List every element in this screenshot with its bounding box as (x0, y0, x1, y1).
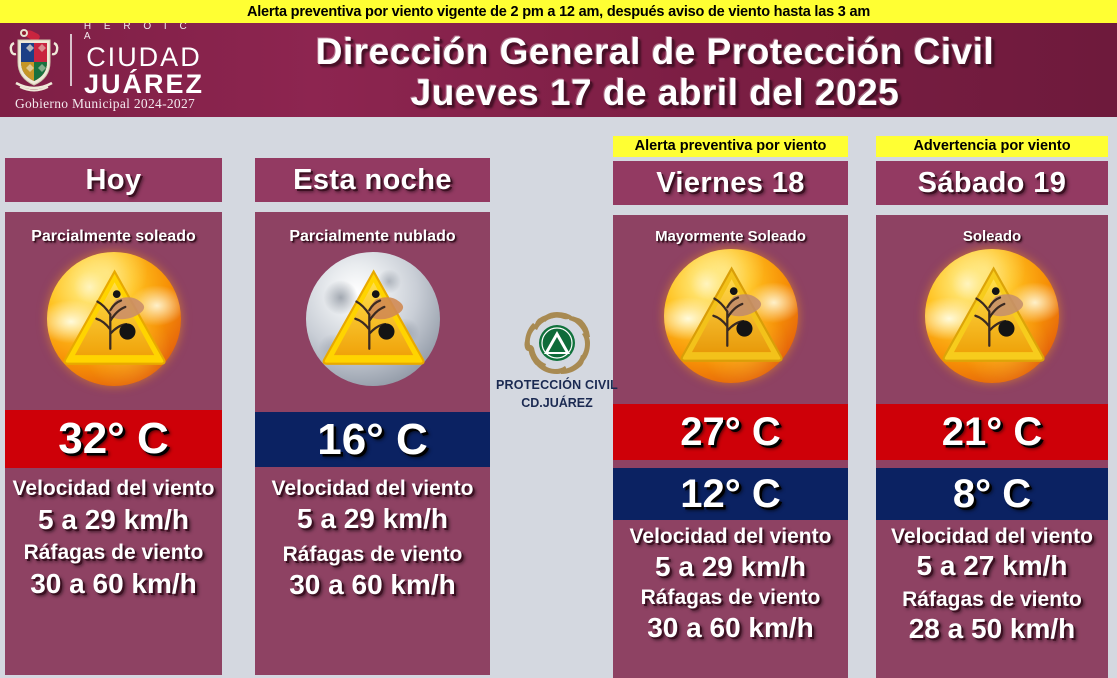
temp-unit: ° C (366, 414, 428, 464)
temp-value: 8 (952, 471, 976, 516)
ciudad-label: CIUDAD (86, 42, 202, 73)
alert-badge-viernes: Alerta preventiva por viento (613, 136, 848, 157)
card-title-esta-noche: Esta noche (255, 158, 490, 202)
temp-unit: ° C (724, 409, 781, 454)
logo-divider (70, 34, 72, 86)
alert-badge-sabado: Advertencia por viento (876, 136, 1108, 157)
card-title-label: Hoy (85, 163, 142, 196)
wind-speed-label: Velocidad del viento (891, 525, 1093, 548)
wind-gusts-label: Ráfagas de viento (640, 586, 821, 609)
card-body-esta-noche: Parcialmente nublado (255, 212, 490, 675)
proteccion-civil-name: PROTECCIÓN CIVIL (496, 378, 618, 392)
temp-value: 12 (680, 471, 725, 516)
forecast-card-viernes-18: Alerta preventiva por viento Viernes 18 … (613, 136, 848, 678)
wind-speed-value: 5 a 29 km/h (297, 503, 448, 534)
page-date: Jueves 17 de abril del 2025 (410, 71, 900, 113)
wind-gusts-value: 28 a 50 km/h (908, 613, 1076, 644)
header-bar: H E R O I C A CIUDAD JUÁREZ Gobierno Mun… (0, 23, 1117, 117)
heroica-label: H E R O I C A (83, 23, 192, 43)
temp-band-high: 32 ° C (5, 410, 222, 468)
wind-gusts-label: Ráfagas de viento (23, 541, 204, 564)
card-body-hoy: Parcialmente soleado (5, 212, 222, 675)
proteccion-civil-emblem-icon (520, 310, 594, 376)
juarez-label: JUÁREZ (83, 68, 204, 99)
temp-band-high: 21 ° C (876, 404, 1108, 460)
temp-unit: ° C (986, 409, 1043, 454)
top-alert-text: Alerta preventiva por viento vigente de … (246, 3, 871, 20)
temp-value: 21 (941, 409, 987, 454)
sun-wind-warning-icon (46, 252, 181, 386)
condition-label: Mayormente Soleado (655, 228, 806, 245)
gobierno-municipal-label: Gobierno Municipal 2024-2027 (14, 96, 196, 111)
sun-wind-warning-icon (663, 249, 798, 383)
wind-gusts-value: 30 a 60 km/h (30, 568, 197, 599)
card-title-label: Sábado 19 (917, 166, 1067, 199)
temp-unit: ° C (975, 471, 1032, 516)
forecast-card-esta-noche: Esta noche Parcialmente nublado (255, 158, 490, 675)
coat-of-arms-icon (6, 25, 62, 95)
temp-band-low: 8 ° C (876, 468, 1108, 520)
proteccion-civil-logo: PROTECCIÓN CIVIL CD.JUÁREZ (487, 310, 627, 410)
temp-value: 32 (58, 414, 108, 463)
wind-speed-value: 5 a 29 km/h (38, 504, 189, 535)
wind-speed-value: 5 a 29 km/h (655, 551, 806, 582)
temp-unit: ° C (107, 414, 169, 463)
temp-value: 27 (680, 409, 725, 454)
wind-gusts-label: Ráfagas de viento (902, 588, 1082, 611)
wind-gusts-value: 30 a 60 km/h (647, 612, 814, 643)
card-title-label: Viernes 18 (656, 166, 805, 199)
page-title: Dirección General de Protección Civil (315, 31, 995, 73)
temp-band-low: 16 ° C (255, 412, 490, 467)
wind-gusts-label: Ráfagas de viento (282, 543, 463, 566)
forecast-card-hoy: Hoy Parcialmente soleado (5, 158, 222, 675)
wind-speed-label: Velocidad del viento (271, 477, 474, 500)
wind-gusts-value: 30 a 60 km/h (289, 569, 456, 600)
temp-unit: ° C (724, 471, 781, 516)
top-alert-banner: Alerta preventiva por viento vigente de … (0, 0, 1117, 23)
temp-band-low: 12 ° C (613, 468, 848, 520)
city-logo-block: H E R O I C A CIUDAD JUÁREZ Gobierno Mun… (6, 23, 204, 117)
moon-wind-warning-icon (305, 252, 440, 386)
wind-speed-value: 5 a 27 km/h (916, 550, 1068, 581)
wind-speed-label: Velocidad del viento (629, 525, 832, 548)
forecast-card-sabado-19: Advertencia por viento Sábado 19 Soleado (876, 136, 1108, 678)
temp-value: 16 (317, 414, 367, 464)
sun-wind-warning-icon (925, 249, 1059, 383)
proteccion-civil-city: CD.JUÁREZ (521, 396, 593, 410)
card-title-label: Esta noche (293, 163, 452, 196)
condition-label: Soleado (962, 228, 1022, 245)
card-title-sabado-19: Sábado 19 (876, 161, 1108, 205)
header-title-block: Dirección General de Protección Civil Ju… (205, 27, 1105, 117)
temp-band-high: 27 ° C (613, 404, 848, 460)
wind-speed-label: Velocidad del viento (12, 477, 215, 500)
condition-label: Parcialmente soleado (31, 228, 196, 245)
card-body-sabado-19: Soleado 21 ° C (876, 215, 1108, 678)
condition-label: Parcialmente nublado (289, 228, 456, 245)
card-body-viernes-18: Mayormente Soleado (613, 215, 848, 678)
card-title-hoy: Hoy (5, 158, 222, 202)
card-title-viernes-18: Viernes 18 (613, 161, 848, 205)
